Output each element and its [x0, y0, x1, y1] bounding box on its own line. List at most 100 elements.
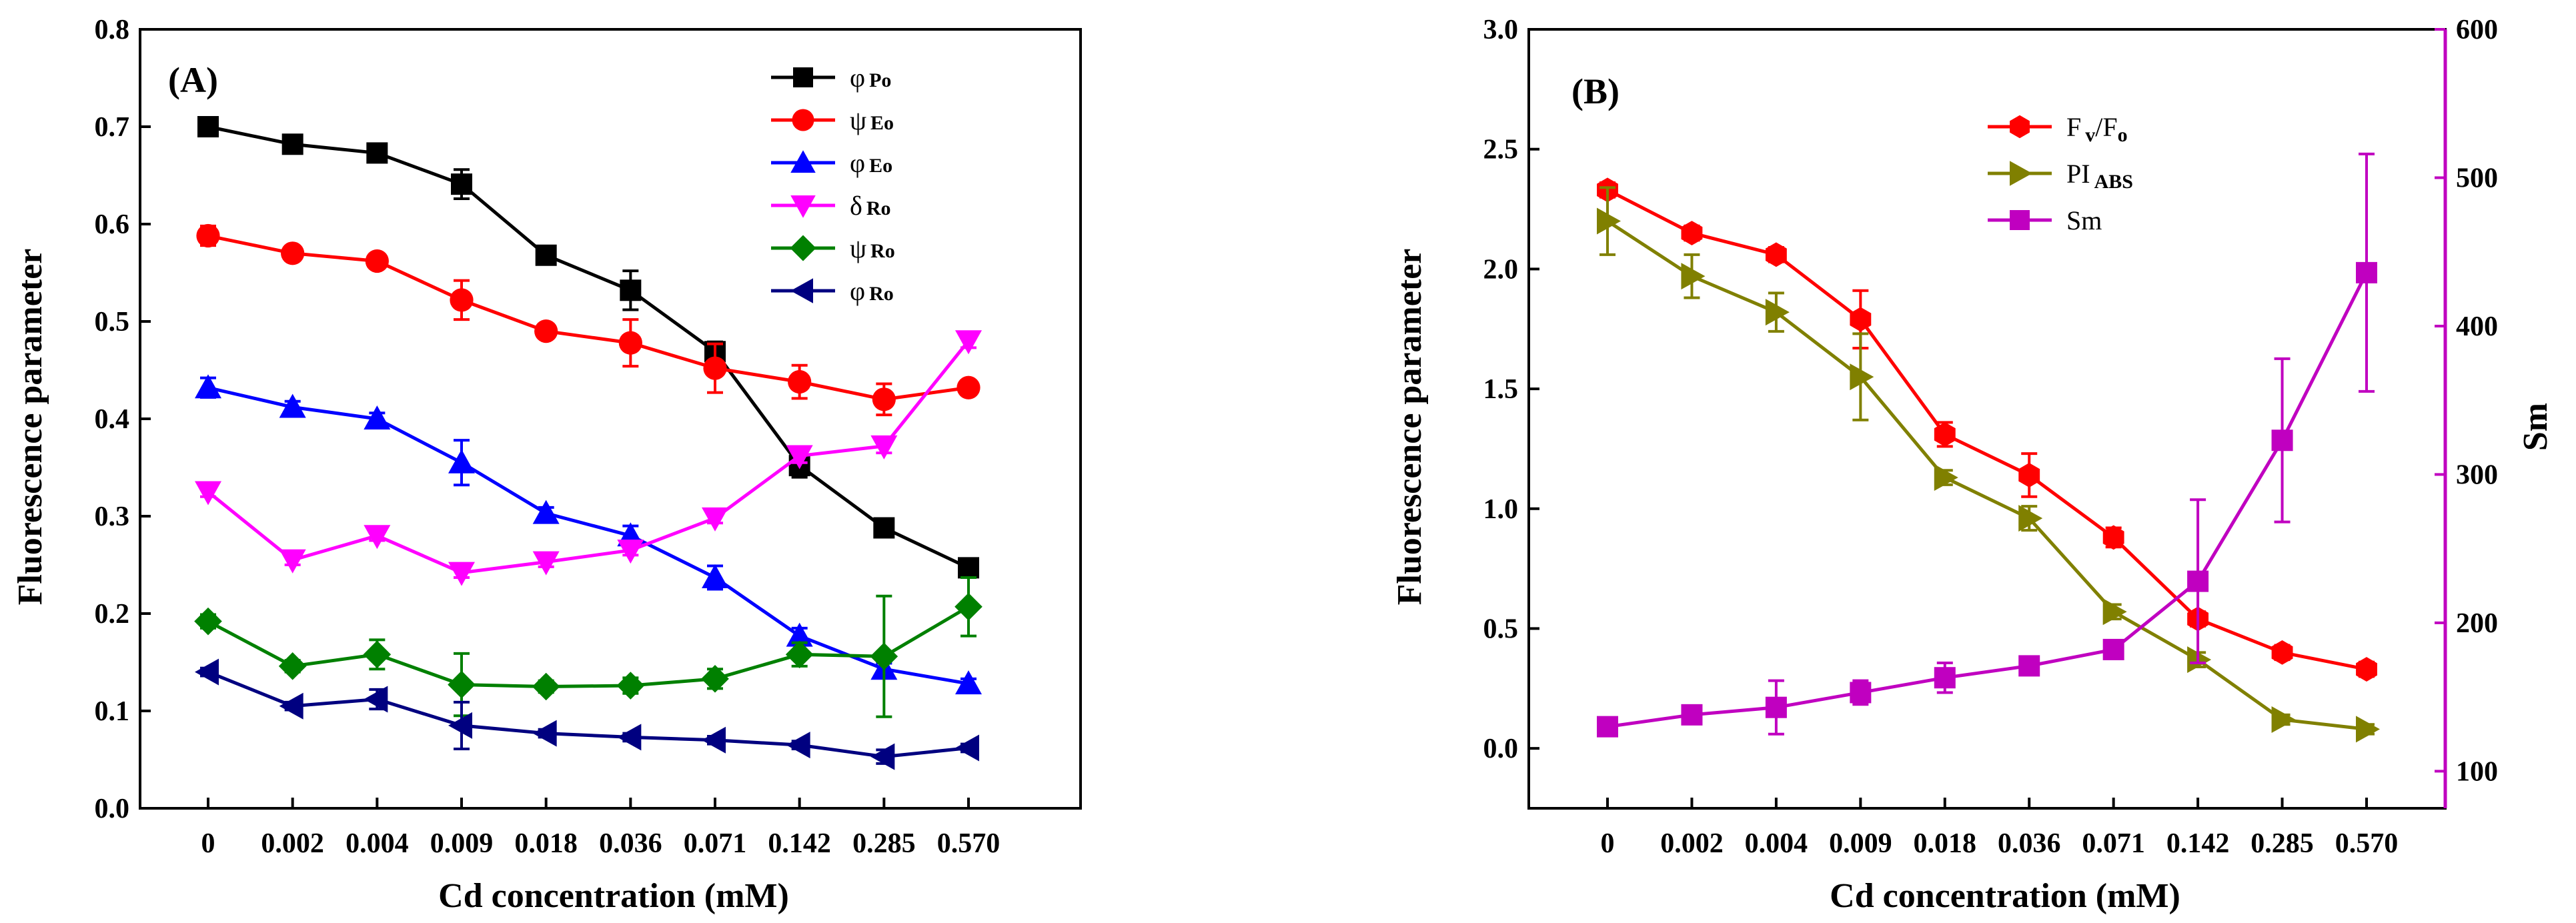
panel-a-x-axis-title: Cd concentration (mM) [438, 877, 789, 915]
data-point [2187, 570, 2209, 592]
data-point [281, 133, 303, 155]
series-line [207, 339, 970, 575]
panel-b-series [1597, 152, 2380, 743]
data-point [534, 319, 558, 343]
data-point [1681, 263, 1706, 290]
panel-a-series [194, 116, 983, 770]
x-tick-label: 0.142 [2166, 828, 2230, 859]
data-point [279, 393, 306, 418]
panel-b-y2-axis-title: Sm [2517, 403, 2555, 451]
legend-marker [2010, 161, 2032, 186]
data-point [364, 686, 388, 713]
series--ro [195, 330, 982, 586]
data-point [955, 670, 982, 695]
y-tick-label: 1.5 [1483, 374, 1519, 405]
data-point [451, 173, 472, 195]
series-fv [1597, 177, 2377, 682]
data-point [956, 375, 981, 399]
series-sm [1597, 152, 2377, 738]
y2-tick-label: 200 [2456, 608, 2498, 639]
data-point [194, 607, 222, 636]
data-point [870, 743, 895, 770]
data-point [195, 658, 219, 686]
panel-b-label: (B) [1571, 71, 1620, 111]
data-point [954, 592, 983, 621]
panel-a: 0.0 0.1 0.2 0.3 0.4 0.5 0.6 0.7 0.8 0 0.002 0.004 0.… [11, 15, 1082, 915]
data-point [785, 640, 814, 669]
data-point [2018, 655, 2040, 677]
data-point [873, 517, 895, 539]
data-point [1681, 221, 1703, 245]
legend-label: φ Po [850, 63, 891, 93]
series--ro [195, 658, 979, 770]
panel-a-label: (A) [168, 60, 218, 100]
series--po [197, 116, 979, 579]
y-tick-label: 0.8 [95, 15, 130, 45]
y-tick-label: 0.5 [1483, 614, 1519, 644]
legend-label: ψ Ro [850, 233, 895, 263]
x-tick-label: 0.009 [1829, 828, 1892, 859]
x-tick-label: 0 [201, 828, 215, 859]
y2-tick-label: 100 [2456, 756, 2498, 787]
panel-b: 0.0 0.5 1.0 1.5 2.0 2.5 3.0 100 200 300 400 500 600 0… [1391, 15, 2555, 915]
x-tick-label: 0.018 [1914, 828, 1977, 859]
legend-label: φ Ro [850, 276, 894, 306]
data-point [1765, 242, 1787, 267]
data-point [617, 724, 642, 751]
x-tick-label: 0.285 [852, 828, 916, 859]
data-point [364, 405, 391, 429]
data-point [2271, 640, 2293, 665]
y-tick-label: 0.2 [95, 599, 130, 630]
series-line [1606, 219, 2367, 731]
data-point [1934, 667, 1956, 689]
y2-tick-label: 500 [2456, 163, 2498, 193]
data-point [701, 665, 729, 693]
data-point [788, 369, 812, 394]
legend-label: ψ Eo [850, 105, 894, 135]
plot-frame [1527, 28, 2447, 810]
y-tick-label: 0.4 [95, 404, 130, 435]
x-tick-label: 0.004 [346, 828, 409, 859]
data-point [535, 244, 557, 266]
data-point [281, 241, 305, 265]
y-tick-label: 0.5 [95, 307, 130, 337]
panel-b-y-axis-title: Fluorescence parameter [1391, 249, 1429, 606]
legend-marker [2010, 210, 2030, 230]
data-point [955, 734, 979, 762]
data-point [279, 549, 306, 574]
x-tick-label: 0.142 [768, 828, 831, 859]
data-point [532, 720, 557, 747]
data-point [2271, 706, 2296, 734]
data-point [703, 356, 727, 380]
legend-marker [2010, 115, 2030, 139]
data-point [2102, 598, 2127, 626]
data-point [618, 331, 642, 355]
data-point [2018, 505, 2043, 532]
data-point [617, 540, 644, 564]
series--eo [196, 223, 981, 417]
legend-marker [790, 235, 816, 261]
data-point [786, 622, 813, 647]
panel-a-y-axis-title: Fluorescence parameter [11, 249, 49, 606]
legend-marker [790, 278, 813, 303]
x-tick-label: 0.004 [1745, 828, 1808, 859]
y-tick-label: 0.1 [95, 696, 130, 727]
x-tick-label: 0.018 [514, 828, 578, 859]
y-tick-label: 0.7 [95, 112, 130, 143]
data-point [1597, 716, 1618, 738]
data-point [450, 288, 474, 312]
data-point [872, 387, 896, 411]
data-point [958, 557, 979, 579]
plot-frame [139, 28, 1082, 810]
x-tick-label: 0.036 [599, 828, 662, 859]
x-tick-label: 0.071 [684, 828, 747, 859]
legend-marker [792, 109, 814, 131]
data-point [448, 562, 475, 586]
series-piabs [1597, 186, 2380, 743]
panel-a-legend: φ Po ψ Eo φ Eo δ Ro ψ Ro φ Ro [771, 63, 895, 306]
data-point [196, 223, 220, 248]
panel-a-axes: 0.0 0.1 0.2 0.3 0.4 0.5 0.6 0.7 0.8 0 0.002 0.004 0.… [95, 15, 1082, 859]
data-point [2356, 261, 2377, 283]
